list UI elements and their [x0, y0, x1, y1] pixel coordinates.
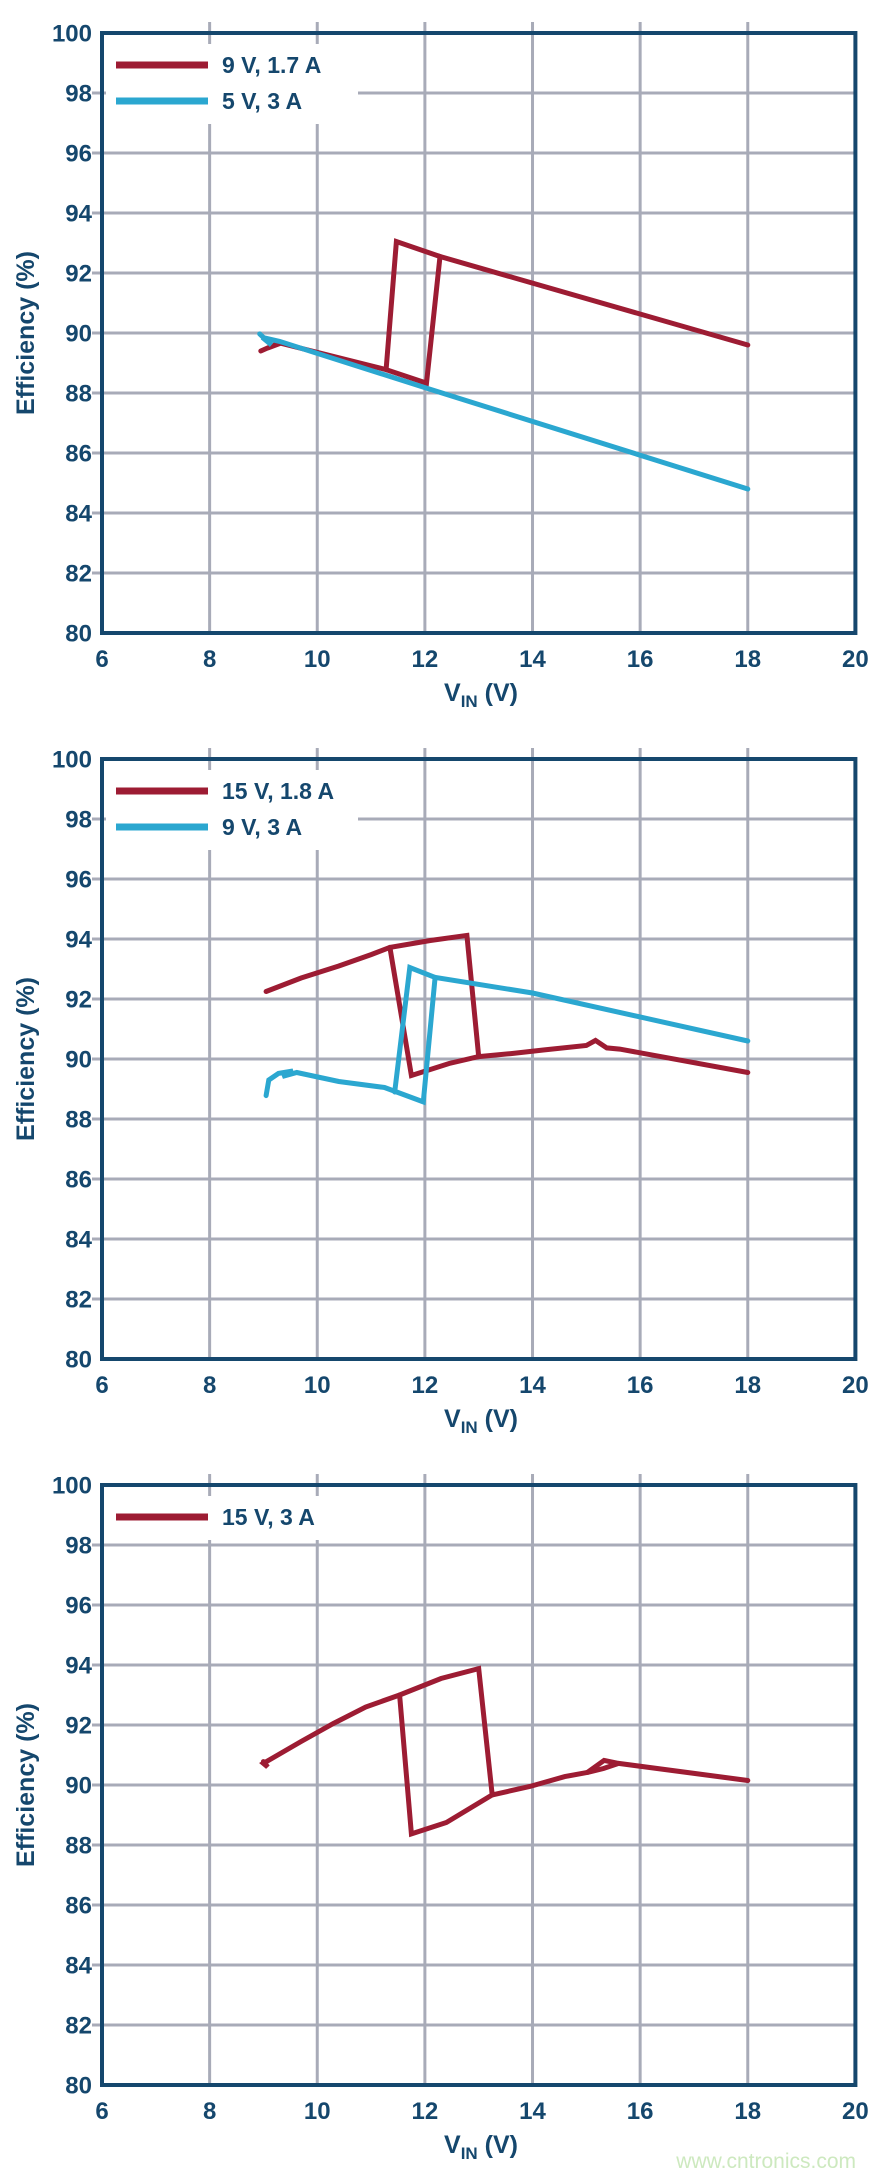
x-tick-label: 20	[842, 1372, 869, 1399]
y-tick-label: 86	[65, 441, 92, 468]
legend-background	[106, 770, 358, 850]
series-line	[584, 1760, 622, 1775]
efficiency-chart-bottom: 15 V, 3 A 100 98 96 94 92 90 88 86 84 82 80 6 8 10 12 14…	[0, 1452, 875, 2178]
x-tick-label: 18	[734, 1372, 761, 1399]
x-tick-label: 16	[627, 2098, 654, 2125]
x-axis-title: VIN (V)	[444, 679, 518, 711]
x-tick-label: 14	[519, 1372, 546, 1399]
x-tick-label: 18	[734, 646, 761, 673]
legend-label: 15 V, 3 A	[222, 1504, 315, 1530]
series-line	[387, 944, 482, 1079]
legend-label: 15 V, 1.8 A	[222, 778, 334, 804]
y-tick-label: 88	[65, 1833, 92, 1860]
x-tick-label: 10	[304, 2098, 331, 2125]
y-tick-label: 82	[65, 1287, 92, 1314]
y-tick-label: 100	[52, 747, 92, 774]
y-tick-label: 90	[65, 1047, 92, 1074]
efficiency-chart-svg-3: 15 V, 3 A 100 98 96 94 92 90 88 86 84 82 806 8 10 12 14…	[12, 1473, 869, 2174]
y-tick-label: 96	[65, 867, 92, 894]
y-tick-label: 96	[65, 1593, 92, 1620]
series-line	[392, 963, 438, 1095]
y-tick-label: 80	[65, 1347, 92, 1374]
x-tick-label: 8	[203, 646, 216, 673]
series-line	[383, 238, 443, 373]
x-tick-label: 6	[95, 1372, 108, 1399]
x-tick-label: 10	[304, 646, 331, 673]
y-tick-label: 86	[65, 1167, 92, 1194]
series-line	[257, 331, 751, 492]
y-tick-label: 84	[65, 501, 92, 528]
series-line	[263, 974, 751, 1106]
legend-label: 9 V, 3 A	[222, 814, 302, 840]
series-line	[263, 932, 751, 1075]
x-axis-title: VIN (V)	[444, 2131, 518, 2163]
y-tick-label: 100	[52, 1473, 92, 1500]
x-tick-label: 10	[304, 1372, 331, 1399]
y-tick-label: 88	[65, 1107, 92, 1134]
x-tick-label: 12	[412, 646, 439, 673]
legend-label: 9 V, 1.7 A	[222, 52, 321, 78]
legend-background	[106, 44, 358, 124]
efficiency-chart-svg-2: 15 V, 1.8 A9 V, 3 A100989694929088868482…	[12, 747, 869, 1438]
x-tick-label: 18	[734, 2098, 761, 2125]
y-tick-label: 94	[65, 927, 92, 954]
y-tick-label: 84	[65, 1227, 92, 1254]
series-line	[397, 1692, 495, 1838]
y-tick-label: 80	[65, 621, 92, 648]
x-tick-label: 6	[95, 646, 108, 673]
x-tick-label: 16	[627, 646, 654, 673]
y-tick-label: 92	[65, 261, 92, 288]
y-tick-label: 80	[65, 2073, 92, 2100]
watermark: www.cntronics.com	[675, 2150, 856, 2173]
y-tick-label: 88	[65, 381, 92, 408]
x-tick-label: 14	[519, 2098, 546, 2125]
efficiency-chart-svg-1: 9 V, 1.7 A5 V, 3 A1009896949290888684828…	[12, 21, 869, 712]
x-tick-label: 20	[842, 646, 869, 673]
x-axis-title: VIN (V)	[444, 1405, 518, 1437]
y-tick-label: 92	[65, 987, 92, 1014]
series-line	[258, 253, 751, 387]
plot-frame	[100, 31, 858, 635]
y-tick-label: 82	[65, 561, 92, 588]
x-tick-label: 14	[519, 646, 546, 673]
y-tick-label: 86	[65, 1893, 92, 1920]
x-tick-label: 8	[203, 1372, 216, 1399]
x-tick-label: 20	[842, 2098, 869, 2125]
legend-label: 5 V, 3 A	[222, 88, 302, 114]
x-tick-label: 12	[412, 1372, 439, 1399]
x-tick-label: 12	[412, 2098, 439, 2125]
y-tick-label: 96	[65, 141, 92, 168]
series-line	[259, 1665, 751, 1798]
x-tick-label: 8	[203, 2098, 216, 2125]
y-tick-label: 94	[65, 1653, 92, 1680]
y-tick-label: 90	[65, 1773, 92, 1800]
x-tick-label: 6	[95, 2098, 108, 2125]
plot-frame	[100, 1483, 858, 2087]
y-tick-label: 100	[52, 21, 92, 48]
y-axis-title: Efficiency (%)	[12, 977, 40, 1141]
y-tick-label: 90	[65, 321, 92, 348]
y-tick-label: 92	[65, 1713, 92, 1740]
y-tick-label: 94	[65, 201, 92, 228]
y-axis-title: Efficiency (%)	[12, 251, 40, 415]
y-tick-label: 98	[65, 1533, 92, 1560]
y-tick-label: 84	[65, 1953, 92, 1980]
y-axis-title: Efficiency (%)	[12, 1703, 40, 1867]
y-tick-label: 98	[65, 807, 92, 834]
plot-frame	[100, 757, 858, 1361]
y-tick-label: 82	[65, 2013, 92, 2040]
y-tick-label: 98	[65, 81, 92, 108]
x-tick-label: 16	[627, 1372, 654, 1399]
